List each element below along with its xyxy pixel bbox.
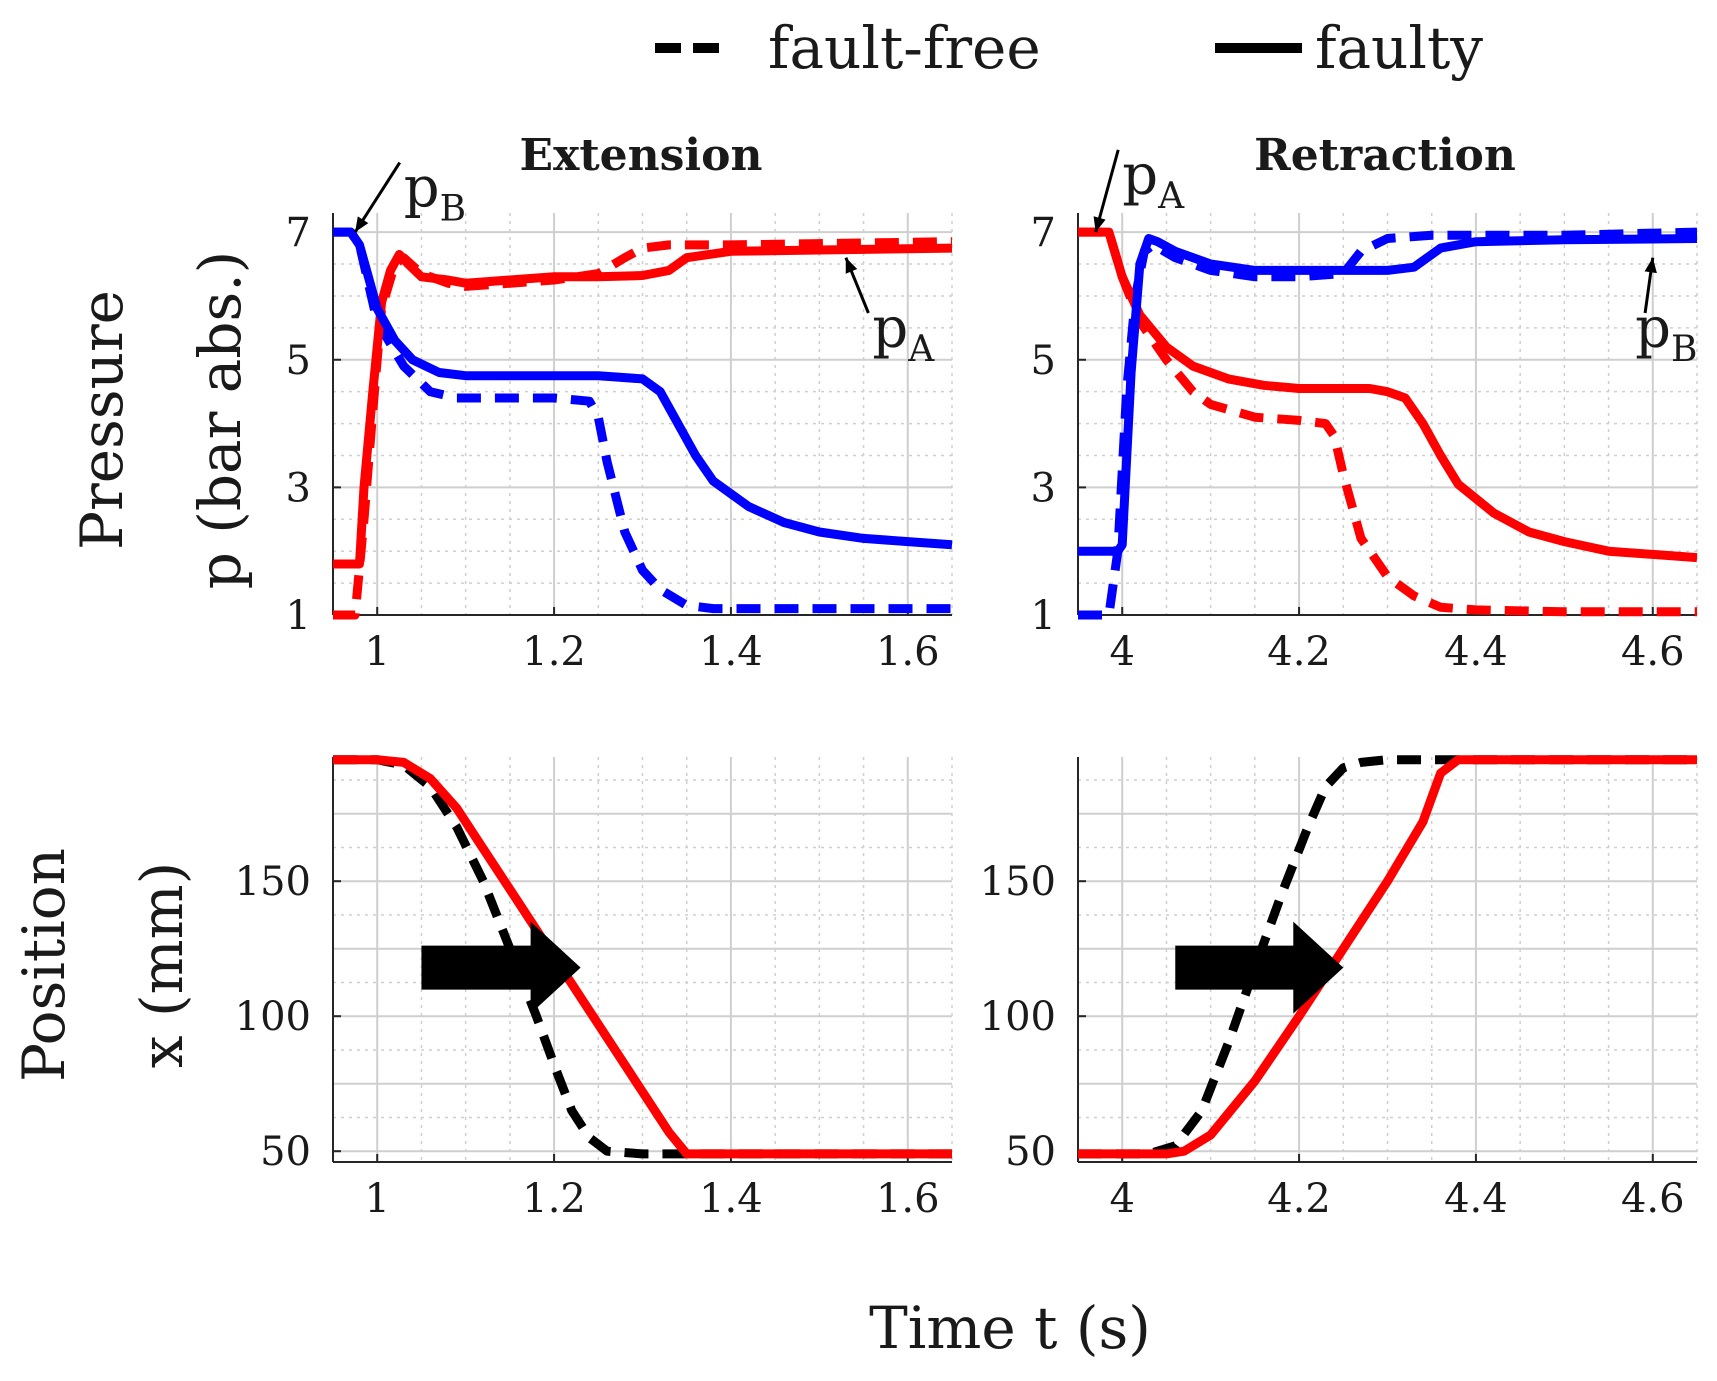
annotation-subscript: A	[907, 329, 935, 370]
direction-arrow	[421, 921, 581, 1014]
x-tick-label: 4	[1109, 1176, 1134, 1222]
series-line-pb-faulty	[333, 227, 953, 550]
pressure-ylabel-line1: Pressure	[68, 290, 136, 550]
y-tick-label: 3	[1031, 465, 1056, 511]
series-group	[333, 227, 953, 620]
annotation-subscript: A	[1157, 176, 1185, 217]
position-ylabel: Position x (mm)	[10, 848, 196, 1082]
series-line-x-faulty	[1078, 755, 1697, 1159]
series-group	[1078, 755, 1697, 1159]
y-tick-label: 1	[1031, 593, 1056, 639]
direction-arrow	[1175, 921, 1344, 1014]
annotation-arrowhead	[355, 216, 369, 233]
x-tick-label: 1.2	[522, 1176, 586, 1222]
x-tick-label: 1	[364, 629, 389, 675]
series-line-pa-faulty	[1078, 227, 1698, 563]
x-tick-label: 1.4	[699, 1176, 763, 1222]
series-line-pb-faulty	[1078, 234, 1698, 556]
y-tick-label: 7	[1031, 210, 1056, 256]
legend-fault-free-label: fault-free	[768, 14, 1041, 82]
x-tick-label: 1.6	[876, 629, 940, 675]
annotation-arrowhead	[845, 257, 858, 274]
x-tick-label: 4.4	[1444, 1176, 1508, 1222]
x-tick-label: 1	[364, 1176, 389, 1222]
extension-position-panel: 1 1.2 1.4 1.6 50 100 150	[235, 755, 953, 1222]
series-line-x-fault-free	[333, 755, 952, 1159]
y-tick-label: 50	[260, 1129, 311, 1175]
retraction-position-panel: 4 4.2 4.4 4.6 50 100 150	[980, 755, 1698, 1222]
x-tick-label: 1.4	[699, 629, 763, 675]
position-ylabel-line1: Position	[10, 848, 78, 1082]
y-tick-label: 50	[1005, 1129, 1056, 1175]
y-tick-label: 5	[1031, 338, 1056, 384]
x-tick-label: 4.2	[1267, 1176, 1331, 1222]
legend-faulty-label: faulty	[1315, 14, 1483, 82]
x-tick-label: 4.2	[1267, 629, 1331, 675]
y-tick-label: 3	[286, 465, 311, 511]
extension-title: Extension	[520, 130, 763, 181]
position-ylabel-line2: x (mm)	[128, 862, 196, 1068]
y-tick-label: 1	[286, 593, 311, 639]
y-tick-label: 100	[235, 994, 311, 1040]
annotation-label: pA	[1122, 143, 1185, 217]
x-tick-label: 4.6	[1621, 629, 1685, 675]
x-tick-label: 4.4	[1444, 629, 1508, 675]
legend: fault-free faulty	[655, 14, 1483, 82]
x-tick-label: 4.6	[1621, 1176, 1685, 1222]
y-tick-label: 150	[980, 859, 1056, 905]
y-tick-label: 5	[286, 338, 311, 384]
x-tick-label: 4	[1109, 629, 1134, 675]
series-group	[1078, 227, 1698, 620]
annotation-pA: pA	[1093, 143, 1185, 233]
series-line-pa-faulty	[333, 243, 953, 569]
retraction-title: Retraction	[1254, 130, 1516, 181]
pressure-ylabel: Pressure p (bar abs.)	[68, 251, 254, 590]
annotation-label: pB	[404, 156, 466, 230]
x-tick-label: 1.6	[876, 1176, 940, 1222]
major-grid	[333, 213, 952, 616]
y-tick-label: 7	[286, 210, 311, 256]
x-tick-label: 1.2	[522, 629, 586, 675]
annotation-subscript: B	[440, 189, 466, 230]
time-xlabel: Time t (s)	[869, 1294, 1151, 1362]
pressure-ylabel-line2: p (bar abs.)	[186, 251, 254, 590]
annotation-arrowhead	[1644, 257, 1657, 274]
annotation-arrowhead	[1093, 216, 1106, 233]
y-tick-label: 100	[980, 994, 1056, 1040]
y-tick-label: 150	[235, 859, 311, 905]
annotation-subscript: B	[1671, 329, 1697, 370]
